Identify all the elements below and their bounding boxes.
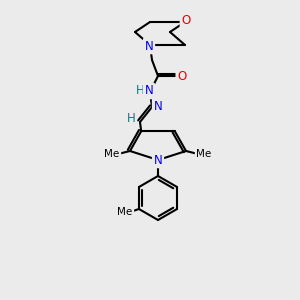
Text: H: H (136, 85, 144, 98)
Text: Me: Me (117, 207, 133, 217)
Text: N: N (154, 100, 162, 112)
Text: N: N (154, 154, 162, 166)
Text: O: O (177, 70, 187, 83)
Text: N: N (145, 85, 153, 98)
Text: Me: Me (104, 149, 120, 159)
Text: Me: Me (196, 149, 211, 159)
Text: H: H (127, 112, 135, 125)
Text: O: O (182, 14, 190, 26)
Text: N: N (145, 40, 153, 52)
